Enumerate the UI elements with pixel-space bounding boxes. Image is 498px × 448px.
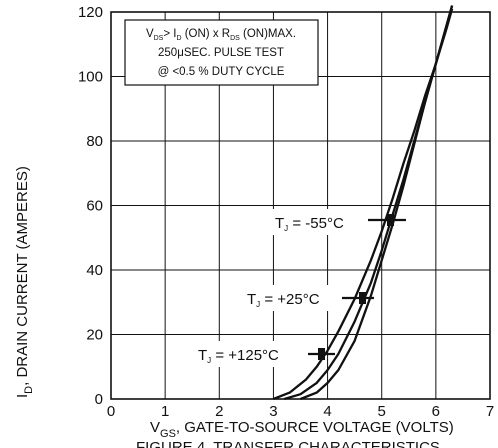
svg-text:TJ = -55°C: TJ = -55°C [275, 215, 344, 233]
y-tick-label-6: 120 [78, 4, 103, 21]
series-label-minus55: TJ = -55°C [271, 209, 406, 235]
x-tick-label-4: 4 [323, 403, 331, 420]
y-tick-label-5: 100 [78, 69, 103, 86]
x-tick-label-3: 3 [269, 403, 277, 420]
note-line-3: @ <0.5 % DUTY CYCLE [158, 66, 285, 78]
figure-caption: FIGURE 4. TRANSFER CHARACTERISTICS [136, 439, 440, 448]
series-label-plus125: TJ = +125°C [194, 341, 335, 367]
series-label-plus25: TJ = +25°C [243, 285, 374, 311]
y-tick-label-4: 80 [86, 133, 103, 150]
x-tick-label-7: 7 [486, 403, 494, 420]
x-tick-label-1: 1 [161, 403, 169, 420]
note-line-1: VDS> ID (ON) x RDS (ON)MAX. [146, 28, 296, 42]
x-tick-label-6: 6 [432, 403, 440, 420]
x-tick-label-5: 5 [378, 403, 386, 420]
x-tick-label-0: 0 [107, 403, 115, 420]
plot-frame [110, 11, 491, 400]
note-box [124, 19, 319, 86]
y-tick-labels: 0 20 40 60 80 100 120 [78, 4, 103, 408]
x-axis-title: VGS, GATE-TO-SOURCE VOLTAGE (VOLTS) [150, 419, 454, 440]
y-tick-label-0: 0 [95, 391, 103, 408]
test-condition-note: VDS> ID (ON) x RDS (ON)MAX. 250μSEC. PUL… [124, 19, 319, 86]
note-line-2: 250μSEC. PULSE TEST [158, 47, 284, 59]
series-curve-2 [272, 8, 454, 401]
series-curve-0 [300, 5, 454, 401]
curves [272, 5, 454, 401]
svg-text:TJ = +125°C: TJ = +125°C [198, 347, 279, 365]
y-tick-label-2: 40 [86, 262, 103, 279]
x-tick-labels: 0 1 2 3 4 5 6 7 [107, 403, 494, 420]
y-axis-title: ID, DRAIN CURRENT (AMPERES) [14, 166, 35, 398]
svg-text:TJ = +25°C: TJ = +25°C [247, 291, 320, 309]
y-tick-label-3: 60 [86, 198, 103, 215]
x-tick-label-2: 2 [215, 403, 223, 420]
y-tick-label-1: 20 [86, 327, 103, 344]
